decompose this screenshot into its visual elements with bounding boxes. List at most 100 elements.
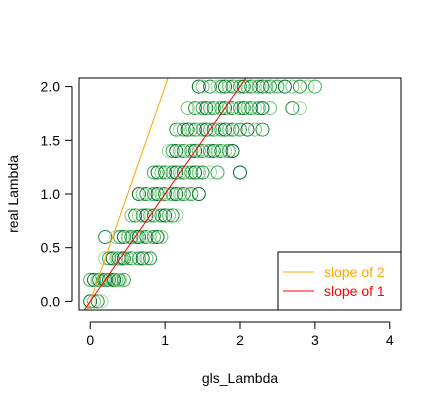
data-point bbox=[116, 272, 131, 287]
data-point bbox=[203, 122, 217, 137]
data-point bbox=[146, 165, 161, 180]
data-point bbox=[113, 230, 128, 244]
data-point bbox=[203, 144, 217, 158]
data-point bbox=[248, 122, 262, 137]
data-point bbox=[221, 101, 236, 116]
data-point bbox=[259, 79, 274, 94]
data-point bbox=[176, 122, 191, 137]
data-point bbox=[255, 122, 270, 137]
data-point bbox=[128, 251, 143, 266]
data-point bbox=[218, 79, 232, 94]
data-point bbox=[251, 101, 266, 116]
data-point bbox=[131, 251, 146, 266]
axes: 0 1 2 3 4 0.0 0.5 1.0 1.5 2.0 bbox=[41, 79, 394, 348]
data-point bbox=[139, 187, 154, 201]
data-point bbox=[109, 230, 124, 244]
data-point bbox=[248, 101, 262, 116]
data-point bbox=[184, 165, 199, 180]
data-point bbox=[307, 79, 322, 94]
data-point bbox=[255, 79, 270, 94]
data-point bbox=[214, 122, 229, 137]
data-point bbox=[173, 187, 188, 201]
legend-label-slope-2: slope of 2 bbox=[324, 264, 385, 280]
data-point bbox=[229, 101, 244, 116]
data-point bbox=[135, 187, 150, 201]
reference-lines bbox=[83, 78, 247, 310]
data-point bbox=[139, 208, 154, 223]
data-point bbox=[191, 101, 206, 116]
data-point bbox=[83, 294, 98, 309]
data-point bbox=[161, 208, 176, 223]
data-point bbox=[277, 79, 292, 94]
data-point bbox=[229, 79, 244, 94]
data-point bbox=[233, 79, 247, 94]
data-point bbox=[146, 187, 161, 201]
data-point bbox=[203, 165, 217, 180]
data-point bbox=[176, 187, 191, 201]
data-point bbox=[146, 230, 161, 244]
data-point bbox=[150, 187, 165, 201]
data-point bbox=[188, 144, 203, 158]
data-point bbox=[165, 208, 180, 223]
data-point bbox=[184, 144, 199, 158]
data-point bbox=[292, 101, 307, 116]
data-point bbox=[94, 294, 109, 309]
data-point bbox=[135, 251, 150, 266]
data-point bbox=[206, 101, 221, 116]
data-point bbox=[251, 79, 266, 94]
data-point bbox=[195, 79, 210, 94]
y-tick-label: 1.0 bbox=[41, 186, 61, 202]
data-point bbox=[131, 208, 146, 223]
data-point bbox=[154, 187, 169, 201]
data-point bbox=[214, 101, 229, 116]
data-point bbox=[191, 79, 206, 94]
data-point bbox=[161, 165, 176, 180]
data-point bbox=[184, 187, 199, 201]
data-point bbox=[143, 187, 158, 201]
data-point bbox=[195, 165, 210, 180]
legend-box bbox=[277, 251, 402, 311]
data-point bbox=[131, 230, 146, 244]
data-point bbox=[165, 144, 180, 158]
data-point bbox=[206, 144, 221, 158]
data-point bbox=[191, 144, 206, 158]
data-point bbox=[221, 79, 236, 94]
y-tick-label: 2.0 bbox=[41, 79, 61, 95]
data-point bbox=[143, 230, 158, 244]
data-point bbox=[229, 122, 244, 137]
x-tick-label: 1 bbox=[161, 332, 169, 348]
data-point bbox=[173, 165, 188, 180]
data-point bbox=[203, 79, 217, 94]
data-point bbox=[199, 101, 214, 116]
data-point bbox=[263, 79, 277, 94]
x-tick-label: 2 bbox=[236, 332, 244, 348]
x-tick-label: 3 bbox=[311, 332, 319, 348]
data-point bbox=[199, 144, 214, 158]
data-point bbox=[176, 144, 191, 158]
points-layer bbox=[83, 79, 322, 309]
data-point bbox=[240, 101, 255, 116]
data-point bbox=[225, 144, 240, 158]
data-point bbox=[128, 208, 143, 223]
data-point bbox=[225, 79, 240, 94]
data-point bbox=[214, 79, 229, 94]
data-point bbox=[154, 230, 169, 244]
data-point bbox=[120, 251, 135, 266]
data-point bbox=[233, 122, 247, 137]
data-point bbox=[233, 101, 247, 116]
data-point bbox=[169, 165, 184, 180]
data-point bbox=[165, 165, 180, 180]
data-point bbox=[195, 144, 210, 158]
data-point bbox=[180, 122, 195, 137]
data-point bbox=[236, 79, 251, 94]
data-point bbox=[124, 230, 139, 244]
data-point bbox=[263, 101, 277, 116]
data-point bbox=[233, 165, 247, 180]
data-point bbox=[218, 144, 232, 158]
data-point bbox=[221, 144, 236, 158]
reference-line-slope-1 bbox=[83, 78, 247, 310]
data-point bbox=[116, 251, 131, 266]
data-point bbox=[218, 122, 232, 137]
data-point bbox=[158, 165, 173, 180]
data-point bbox=[221, 122, 236, 137]
